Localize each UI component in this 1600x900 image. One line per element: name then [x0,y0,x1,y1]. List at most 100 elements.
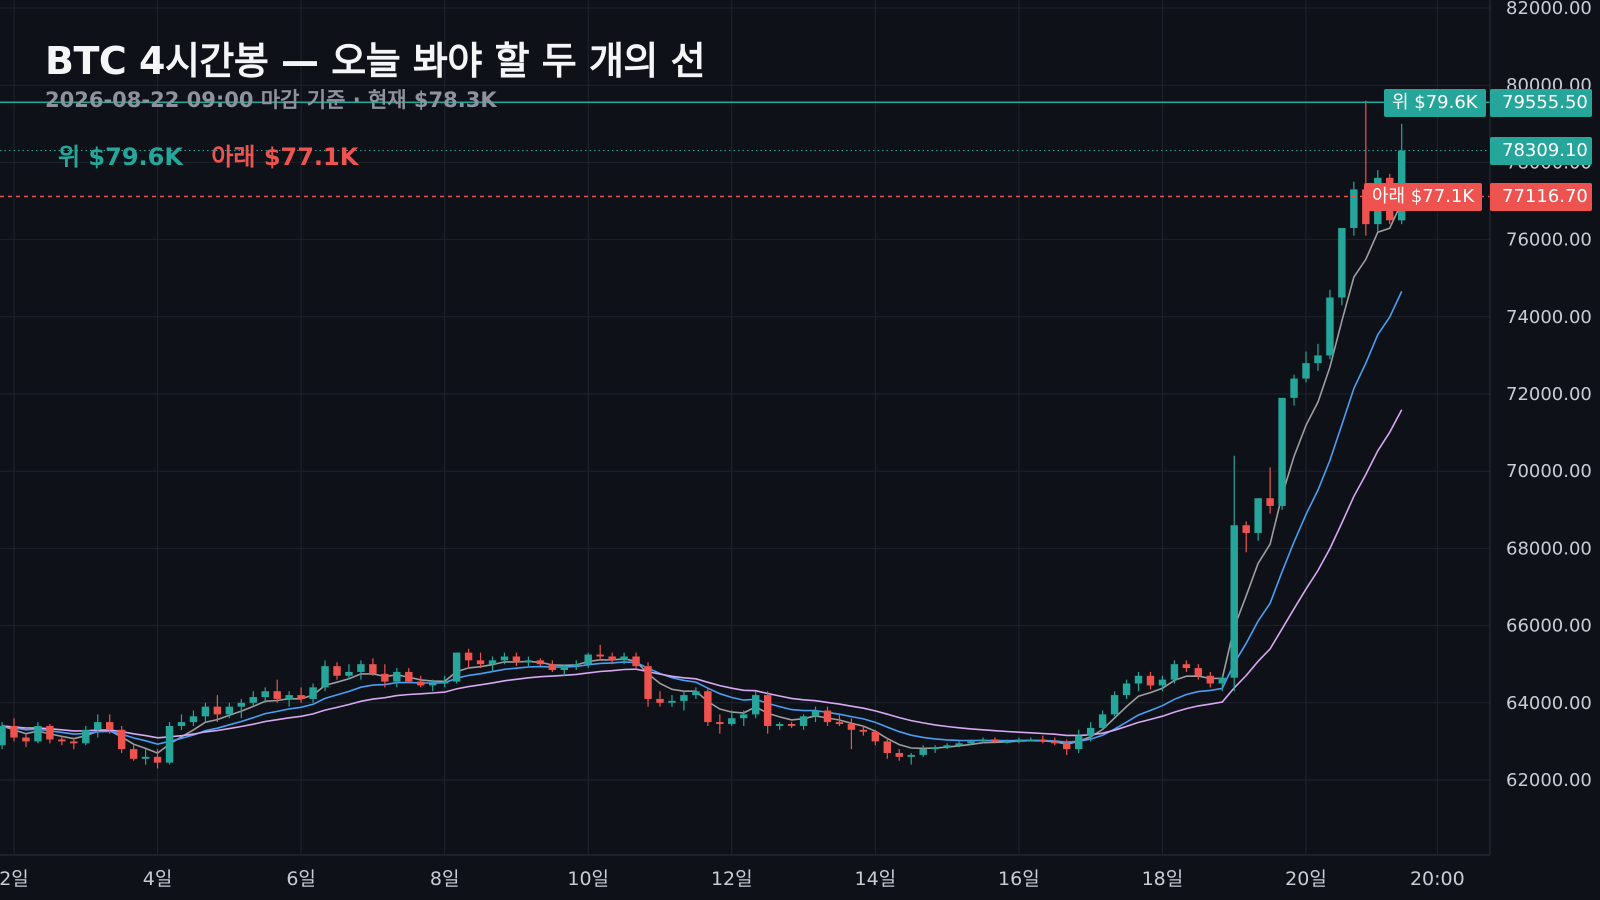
candle-body [931,747,939,750]
candle-body [405,671,413,682]
candle-body [1027,739,1035,741]
candle-body [1039,739,1047,742]
candle-body [1314,355,1322,364]
candle-body [560,666,569,670]
y-tick-label: 82000.00 [1506,0,1592,19]
candle-body [273,691,281,699]
candle-body [500,656,509,661]
candle-body [189,716,198,723]
candle-body [1003,741,1011,743]
candle-body [153,756,162,763]
candle-body [811,710,820,717]
candle-body [895,752,903,757]
candle-body [201,706,210,717]
chart-title: BTC 4시간봉 — 오늘 봐야 할 두 개의 선 [45,39,706,83]
candle-body [740,714,748,719]
y-tick-label: 68000.00 [1506,538,1592,559]
candle-body [345,671,353,676]
y-tick-label: 64000.00 [1506,693,1592,714]
x-tick-label: 18일 [1142,868,1184,890]
candle-body [1326,297,1334,356]
candle-body [871,731,880,742]
candle-body [991,739,999,742]
candle-body [1086,727,1095,736]
candles [0,100,1406,769]
candle-body [1051,741,1059,744]
candle-body [488,660,497,665]
grid [0,0,1490,855]
candle-body [440,681,449,684]
candle-body [34,725,42,742]
candle-body [297,695,305,699]
x-tick-label: 14일 [854,868,896,890]
candle-body [979,739,987,742]
candle-body [692,691,700,696]
candle-body [644,666,652,699]
candle-body [1074,735,1083,750]
candle-body [117,729,126,750]
x-tick-label: 4일 [143,868,173,890]
candle-body [1290,378,1298,398]
candle-body [321,666,329,688]
candle-body [357,664,365,672]
candle-body [428,683,437,686]
candle-body [58,739,66,742]
y-tick-label: 62000.00 [1506,770,1592,791]
upper-price-tag: 79555.50 [1490,89,1592,117]
y-tick-label: 70000.00 [1506,461,1592,482]
candle-body [309,687,317,699]
x-tick-label: 16일 [998,868,1040,890]
candle-body [656,698,664,703]
candle-body [1254,498,1262,533]
candle-body [775,724,784,726]
candle-body [285,695,293,699]
candle-body [105,722,114,730]
candle-body [261,691,269,698]
candle-body [1146,675,1155,686]
x-tick-label: 20일 [1285,868,1327,890]
candle-body [883,741,892,753]
candle-body [46,725,54,740]
candle-body [1182,664,1191,669]
candle-body [464,652,473,661]
candle-body [728,718,736,725]
candle-body [417,681,425,686]
candle-body [919,749,927,755]
candle-body [452,652,461,682]
candle-body [333,666,341,676]
x-tick-label: 10일 [567,868,609,890]
candle-body [572,664,580,667]
current-price-tag: 78309.10 [1490,137,1592,165]
candle-body [847,724,856,730]
y-tick-label: 76000.00 [1506,230,1592,251]
x-tick-label: 8일 [430,868,460,890]
candle-body [668,700,676,703]
candle-body [1206,675,1215,684]
candle-body [596,654,604,657]
candle-body [1015,739,1023,742]
y-tick-label: 72000.00 [1506,384,1592,405]
candle-body [0,725,6,746]
candle-body [1278,397,1286,506]
candle-body [620,656,628,661]
candle-body [1098,714,1107,728]
candle-body [1230,525,1238,678]
candle-body [799,716,808,726]
candle-body [476,660,485,665]
x-tick-label: 20:00 [1410,868,1465,890]
candle-body [249,697,257,703]
candle-body [165,725,174,763]
candle-body [512,656,521,663]
candle-body [859,729,868,732]
candle-body [94,722,102,730]
candle-body [716,722,724,725]
candle-body [1350,189,1358,229]
candle-body [907,754,915,757]
x-tick-label: 2일 [0,868,29,890]
candle-body [393,671,401,682]
candle-body [225,706,234,715]
lower-price-tag: 77116.70 [1490,183,1592,211]
candle-body [536,660,545,665]
